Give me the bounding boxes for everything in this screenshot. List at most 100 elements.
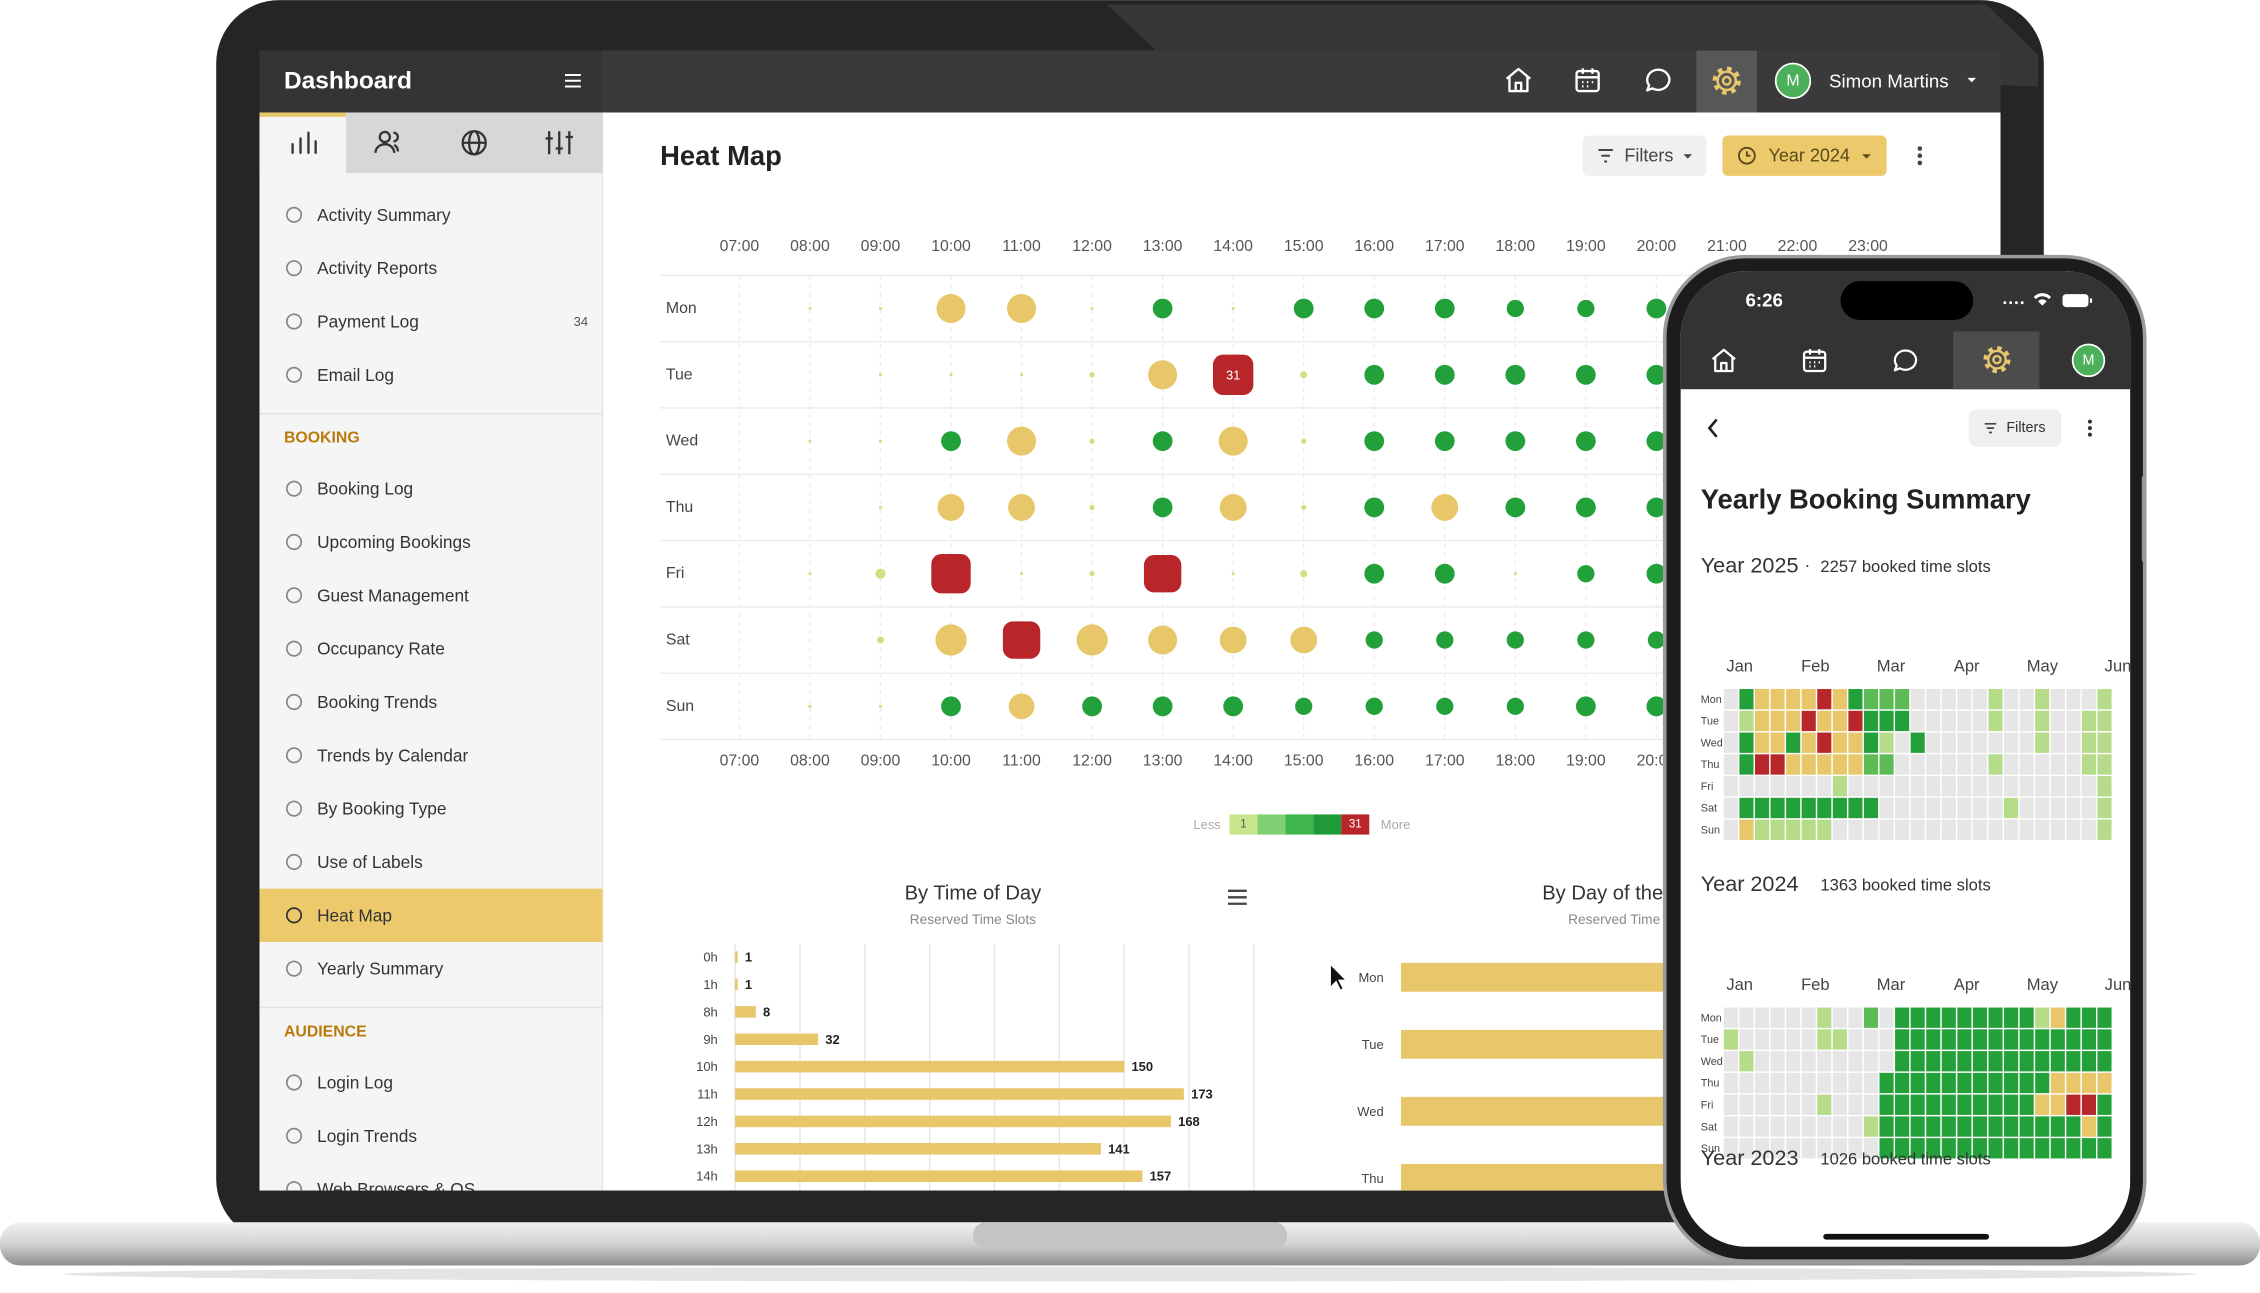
chart-subtitle: Reserved Time Slots bbox=[910, 912, 1036, 927]
calendar-cell bbox=[1863, 819, 1879, 840]
calendar-cell bbox=[2097, 819, 2112, 840]
phone-filters-button[interactable] bbox=[1968, 409, 2062, 447]
calendar-cell bbox=[2035, 776, 2050, 797]
menu-toggle[interactable] bbox=[565, 74, 581, 88]
heat-cell bbox=[1647, 631, 1666, 649]
calendar-cell bbox=[2019, 1051, 2034, 1072]
tab-active[interactable] bbox=[259, 112, 346, 174]
sidebar-item[interactable]: Payment Log bbox=[317, 311, 419, 331]
sidebar-item[interactable]: Web Browsers & OS bbox=[317, 1179, 475, 1199]
sidebar-menu: Activity Summary Activity Reports Payment … bbox=[259, 205, 603, 1199]
filters-icon bbox=[1598, 148, 1613, 163]
sidebar-item[interactable]: Login Trends bbox=[317, 1126, 417, 1146]
calendar-cell bbox=[1739, 1116, 1754, 1137]
user-name[interactable]: Simon Martins bbox=[1829, 70, 1949, 91]
calendar-cell bbox=[1972, 819, 1988, 840]
heat-cell bbox=[1646, 364, 1667, 385]
legend-swatch bbox=[1229, 814, 1258, 835]
calendar-cell bbox=[1739, 819, 1754, 840]
period-icon-hands bbox=[1745, 151, 1751, 157]
heat-cell bbox=[1300, 570, 1308, 578]
phone-back-button[interactable] bbox=[1707, 418, 1718, 438]
calendar-cell bbox=[1988, 732, 2003, 753]
heat-cell bbox=[1646, 497, 1667, 518]
calendar-cell bbox=[1770, 1116, 1785, 1137]
sidebar-item[interactable]: Use of Labels bbox=[317, 852, 423, 872]
calendar-cell bbox=[1832, 797, 1847, 819]
sidebar-item[interactable]: Booking Log bbox=[317, 479, 413, 499]
base-shadow bbox=[63, 1266, 2197, 1282]
calendar-cell bbox=[1754, 710, 1770, 732]
sidebar-item[interactable]: Login Log bbox=[317, 1073, 393, 1093]
calendar-cell bbox=[2035, 710, 2050, 732]
calendar-cell bbox=[2097, 1116, 2112, 1137]
calendar-cell bbox=[1754, 732, 1770, 753]
calendar-cell bbox=[1801, 710, 1816, 732]
calendar-cell bbox=[2066, 1029, 2081, 1050]
tab-people-icon[interactable] bbox=[374, 130, 399, 153]
tab-stats-icon[interactable] bbox=[291, 131, 317, 154]
sidebar-item-icon bbox=[285, 1127, 303, 1144]
calendar-cell bbox=[1941, 797, 1956, 819]
phone-side-button bbox=[2141, 475, 2147, 563]
month-label: Apr bbox=[1954, 975, 1980, 994]
calendar-cell bbox=[1895, 1029, 1910, 1050]
month-label: Mar bbox=[1877, 656, 1906, 675]
calendar-cell bbox=[2081, 732, 2096, 753]
more-menu[interactable] bbox=[1917, 146, 1923, 166]
user-avatar[interactable] bbox=[1774, 62, 1812, 99]
sidebar-item[interactable]: Upcoming Bookings bbox=[317, 532, 471, 552]
calendar-cell bbox=[2081, 689, 2096, 710]
calendar-cell bbox=[1832, 1094, 1847, 1115]
heat-cell bbox=[941, 696, 961, 717]
x-tick-label: 20:00 bbox=[1637, 238, 1677, 255]
sidebar-item[interactable]: Occupancy Rate bbox=[317, 639, 445, 659]
calendar-cell bbox=[1972, 754, 1988, 775]
calendar-cell bbox=[1848, 1072, 1863, 1094]
filters-button[interactable] bbox=[1582, 135, 1707, 176]
phone-avatar[interactable] bbox=[2071, 343, 2106, 378]
calendar-cell bbox=[1754, 1116, 1770, 1137]
sidebar-item[interactable]: Yearly Summary bbox=[317, 959, 443, 979]
sidebar-item[interactable]: Activity Summary bbox=[317, 205, 451, 225]
phone-screen: 6:26 M Filters Yearly Booking Summary Ye… bbox=[1680, 271, 2130, 1247]
sidebar-item[interactable]: Email Log bbox=[317, 365, 394, 385]
heat-cell bbox=[1505, 497, 1526, 518]
calendar-cell bbox=[1723, 776, 1738, 797]
y-tick-label: 8h bbox=[703, 1004, 717, 1019]
data-label: 173 bbox=[1191, 1087, 1213, 1102]
heat-cell bbox=[1506, 299, 1524, 318]
tab-globe-icon[interactable] bbox=[461, 130, 487, 156]
phone-more-menu[interactable] bbox=[2087, 419, 2092, 437]
sidebar-item[interactable]: Activity Reports bbox=[317, 258, 437, 278]
sidebar-item[interactable]: Trends by Calendar bbox=[317, 745, 468, 765]
calendar-cell bbox=[1879, 1072, 1894, 1094]
calendar-cell bbox=[2035, 1094, 2050, 1115]
calendar-cell bbox=[1926, 1072, 1941, 1094]
calendar-cell bbox=[2066, 689, 2081, 710]
calendar-cell bbox=[1817, 732, 1832, 753]
period-button[interactable] bbox=[1722, 135, 1887, 176]
calendar-cell bbox=[1895, 1007, 1910, 1028]
calendar-cell bbox=[1723, 689, 1738, 710]
chart-menu[interactable] bbox=[1228, 889, 1247, 905]
y-tick-label: 9h bbox=[703, 1032, 717, 1047]
day-label: Tue bbox=[1701, 716, 1719, 728]
calendar-cell bbox=[2097, 1138, 2112, 1159]
sidebar-item[interactable]: Guest Management bbox=[317, 585, 469, 605]
sidebar-item[interactable]: Heat Map bbox=[317, 905, 392, 925]
tab-settings-icon[interactable] bbox=[545, 131, 573, 155]
calendar-cell bbox=[1941, 1138, 1956, 1159]
user-caret[interactable] bbox=[1967, 77, 1977, 83]
calendar-cell bbox=[1723, 1094, 1738, 1115]
data-label: 150 bbox=[1131, 1059, 1153, 1074]
calendar-cell bbox=[1910, 1138, 1925, 1159]
sidebar-item[interactable]: Booking Trends bbox=[317, 692, 437, 712]
sidebar-item[interactable]: By Booking Type bbox=[317, 799, 446, 819]
year-subtitle: 1026 booked time slots bbox=[1820, 1149, 1990, 1168]
heat-cell bbox=[1506, 697, 1524, 715]
heat-cell bbox=[1148, 360, 1178, 390]
day-label: Wed bbox=[1701, 737, 1723, 749]
calendar-cell bbox=[1786, 732, 1801, 753]
